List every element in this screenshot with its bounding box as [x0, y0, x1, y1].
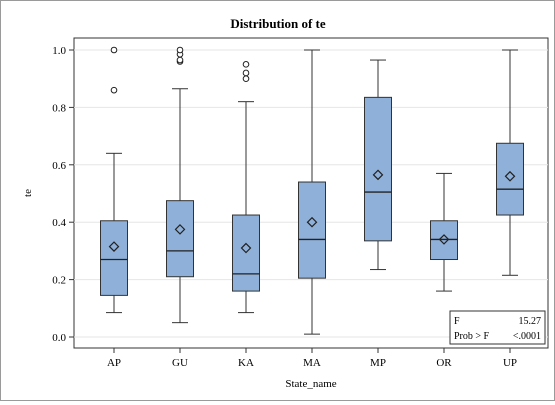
- outlier-point: [176, 56, 184, 64]
- box-or: [430, 172, 458, 292]
- x-axis-ticks: AP GU KA MA MP OR UP: [107, 348, 517, 369]
- iqr-box: [298, 181, 326, 279]
- p-label: Prob > F: [454, 331, 490, 342]
- x-tick-label: GU: [172, 357, 188, 369]
- mean-marker: [438, 234, 450, 245]
- stats-inset: F 15.27 Prob > F <.0001: [449, 310, 546, 345]
- box-mp: [364, 59, 392, 271]
- mean-marker: [174, 224, 186, 235]
- box-ma: [298, 49, 326, 335]
- y-axis-ticks: 0.0 0.2 0.4 0.6 0.8 1.0: [52, 45, 74, 344]
- x-tick-label: AP: [107, 357, 121, 369]
- box-ap: [100, 46, 128, 314]
- mean-marker: [306, 216, 318, 228]
- f-value: 15.27: [519, 316, 542, 327]
- iqr-box: [364, 96, 392, 242]
- chart-title: Distribution of te: [230, 16, 326, 31]
- y-tick-label: 0.0: [52, 332, 66, 344]
- outlier-point: [110, 46, 118, 54]
- x-tick-label: UP: [503, 357, 517, 369]
- p-value: <.0001: [513, 331, 541, 342]
- iqr-box: [496, 142, 524, 216]
- mean-marker: [240, 242, 252, 254]
- outlier-point: [242, 61, 250, 68]
- box-up: [496, 49, 524, 276]
- iqr-box: [430, 220, 458, 261]
- mean-marker: [504, 170, 516, 182]
- x-tick-label: OR: [436, 357, 452, 369]
- x-tick-label: KA: [238, 357, 254, 369]
- y-tick-label: 0.8: [52, 102, 66, 114]
- box-ka: [232, 61, 260, 314]
- iqr-box: [166, 200, 194, 278]
- outlier-point: [176, 46, 184, 54]
- x-tick-label: MP: [370, 357, 386, 369]
- y-tick-label: 1.0: [52, 45, 66, 57]
- y-axis-label: te: [22, 189, 34, 197]
- y-tick-label: 0.4: [52, 217, 66, 229]
- mean-marker: [108, 241, 120, 252]
- iqr-box: [100, 220, 128, 296]
- x-tick-label: MA: [303, 357, 321, 369]
- y-tick-label: 0.2: [52, 275, 66, 287]
- box-gu: [166, 46, 194, 324]
- outlier-point: [242, 69, 250, 77]
- f-label: F: [454, 316, 460, 327]
- stats-inset-box: [449, 310, 546, 345]
- mean-marker: [372, 169, 384, 181]
- outlier-point: [242, 75, 250, 82]
- outlier-point: [110, 86, 118, 94]
- x-axis-label: State_name: [285, 378, 336, 390]
- box-series: [100, 46, 524, 335]
- plot-area: [73, 37, 549, 349]
- y-tick-label: 0.6: [52, 160, 66, 172]
